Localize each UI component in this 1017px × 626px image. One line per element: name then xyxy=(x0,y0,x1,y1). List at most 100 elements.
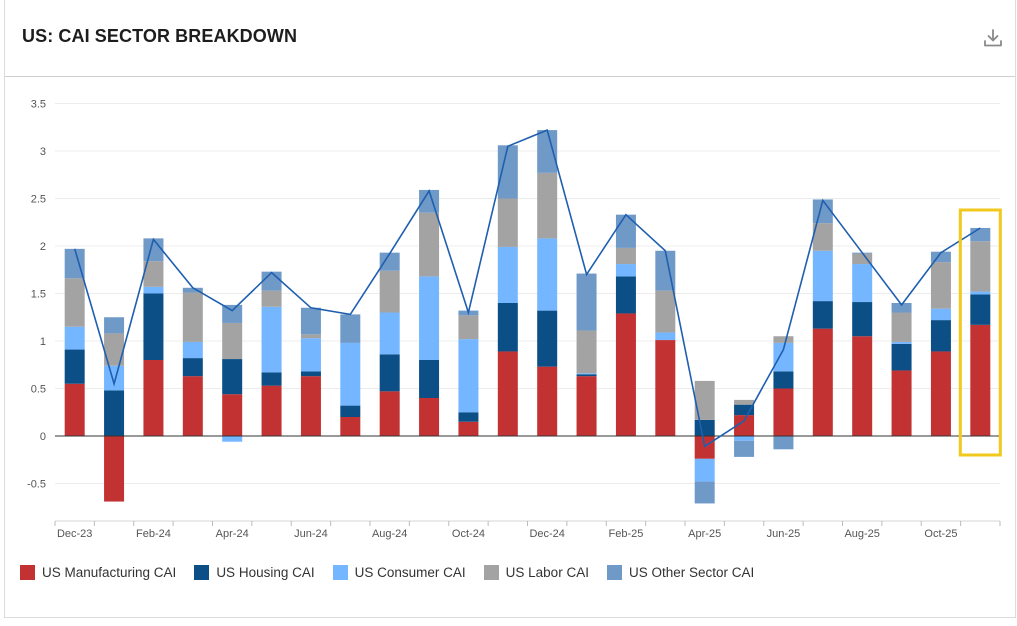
bar-segment-consumer xyxy=(970,291,991,295)
bar-segment-consumer xyxy=(300,338,321,372)
bar-segment-labor xyxy=(852,253,873,265)
bar-segment-housing xyxy=(261,372,282,386)
legend-label: US Manufacturing CAI xyxy=(42,565,177,580)
bar-segment-labor xyxy=(104,333,125,366)
bar-segment-consumer xyxy=(812,250,833,302)
bar-segment-manufacturing xyxy=(261,385,282,436)
bar-segment-consumer xyxy=(458,339,479,413)
bar-segment-housing xyxy=(379,354,400,392)
bar-segment-labor xyxy=(300,334,321,339)
bar-segment-housing xyxy=(340,405,361,417)
y-tick-label: 1 xyxy=(40,336,46,348)
bar-segment-other xyxy=(64,248,85,279)
total-line xyxy=(73,129,981,448)
bar-segment-housing xyxy=(812,301,833,329)
bar-segment-other xyxy=(300,307,321,335)
bar-segment-consumer xyxy=(615,264,636,277)
bar-segment-consumer xyxy=(143,286,164,294)
x-tick-label: Apr-24 xyxy=(216,528,249,540)
bar-segment-manufacturing xyxy=(812,328,833,436)
bar-segment-housing xyxy=(537,310,558,367)
legend-swatch xyxy=(20,565,35,580)
bar-segment-labor xyxy=(615,247,636,265)
bar-segment-housing xyxy=(143,293,164,360)
chart-title: US: CAI SECTOR BREAKDOWN xyxy=(22,26,298,46)
download-icon xyxy=(984,29,1002,47)
legend-item-other[interactable]: US Other Sector CAI xyxy=(606,565,755,580)
bar-segment-housing xyxy=(891,343,912,371)
bar-segment-other xyxy=(773,436,794,450)
chart-header: US: CAI SECTOR BREAKDOWN xyxy=(5,0,1015,77)
bar-segment-labor xyxy=(497,198,518,247)
bar-segment-labor xyxy=(734,399,755,405)
bar-segment-consumer xyxy=(104,365,125,391)
y-tick-label: 0.5 xyxy=(31,384,46,396)
bar-segment-consumer xyxy=(537,238,558,311)
y-tick-label: 1.5 xyxy=(31,289,46,301)
bar-segment-consumer xyxy=(576,373,597,375)
bar-segment-other xyxy=(655,250,676,291)
bar-segment-manufacturing xyxy=(773,388,794,436)
bar-segment-labor xyxy=(64,278,85,327)
bar-segment-consumer xyxy=(891,341,912,344)
bar-segment-labor xyxy=(537,172,558,239)
bar-segment-labor xyxy=(970,241,991,292)
bar-segment-consumer xyxy=(694,458,715,482)
bar-segment-housing xyxy=(222,359,243,395)
bar-segment-consumer xyxy=(379,312,400,355)
bar-segment-labor xyxy=(930,262,951,309)
legend-item-labor[interactable]: US Labor CAI xyxy=(483,565,589,580)
bar-segment-labor xyxy=(143,261,164,287)
chart-legend: US Manufacturing CAI US Housing CAI US Con… xyxy=(20,565,754,580)
bar-segment-other xyxy=(104,317,125,334)
bar-segment-labor xyxy=(655,290,676,333)
bar-segment-housing xyxy=(734,404,755,416)
bar-segment-manufacturing xyxy=(537,366,558,436)
bar-segment-other xyxy=(891,303,912,313)
bar-segment-other xyxy=(970,227,991,242)
bar-segment-housing xyxy=(182,358,203,377)
legend-swatch xyxy=(483,565,499,580)
x-tick-label: Jun-24 xyxy=(294,528,328,540)
y-tick-label: 3.5 xyxy=(31,99,46,111)
legend-swatch xyxy=(606,565,622,580)
legend-item-manufacturing[interactable]: US Manufacturing CAI xyxy=(20,565,176,580)
bar-segment-other xyxy=(615,214,636,248)
bar-segment-manufacturing xyxy=(655,340,676,436)
bar-segment-manufacturing xyxy=(576,376,597,436)
bar-segment-consumer xyxy=(419,276,440,360)
bar-segment-housing xyxy=(576,374,597,377)
bar-segment-consumer xyxy=(930,308,951,321)
bar-segment-other xyxy=(930,251,951,263)
x-tick-label: Aug-25 xyxy=(844,528,879,540)
bar-segment-housing xyxy=(64,349,85,384)
x-tick-label: Dec-24 xyxy=(529,528,564,540)
bar-segment-other xyxy=(379,252,400,271)
bar-segment-housing xyxy=(104,390,125,436)
legend-label: US Labor CAI xyxy=(505,565,589,580)
bar-segment-labor xyxy=(222,322,243,360)
bar-segment-consumer xyxy=(773,342,794,372)
legend-swatch xyxy=(194,565,210,580)
bar-segment-manufacturing xyxy=(734,415,755,436)
bar-segment-other xyxy=(182,287,203,293)
bar-segment-manufacturing xyxy=(419,398,440,436)
bar-segment-manufacturing xyxy=(497,351,518,436)
legend-item-housing[interactable]: US Housing CAI xyxy=(194,565,315,580)
bar-segment-manufacturing xyxy=(104,436,125,502)
x-tick-label: Oct-25 xyxy=(924,528,957,540)
bar-segment-consumer xyxy=(64,326,85,350)
download-button[interactable] xyxy=(981,26,1005,50)
bar-segment-labor xyxy=(182,292,203,342)
legend-item-consumer[interactable]: US Consumer CAI xyxy=(332,565,466,580)
legend-label: US Other Sector CAI xyxy=(628,565,755,580)
bar-segment-manufacturing xyxy=(694,436,715,459)
legend-label: US Housing CAI xyxy=(216,565,315,580)
cai-stacked-bar-chart: 3.5 3 2.5 2 1.5 1 0.5 0 -0.5 Dec-23 Feb-24 Apr-24 Ju… xyxy=(27,99,1002,540)
bar-segment-other xyxy=(537,130,558,173)
bar-segment-manufacturing xyxy=(458,421,479,436)
bar-segment-housing xyxy=(615,276,636,314)
bar-segment-labor xyxy=(773,336,794,343)
bar-segment-consumer xyxy=(734,436,755,441)
bar-segment-housing xyxy=(930,320,951,352)
